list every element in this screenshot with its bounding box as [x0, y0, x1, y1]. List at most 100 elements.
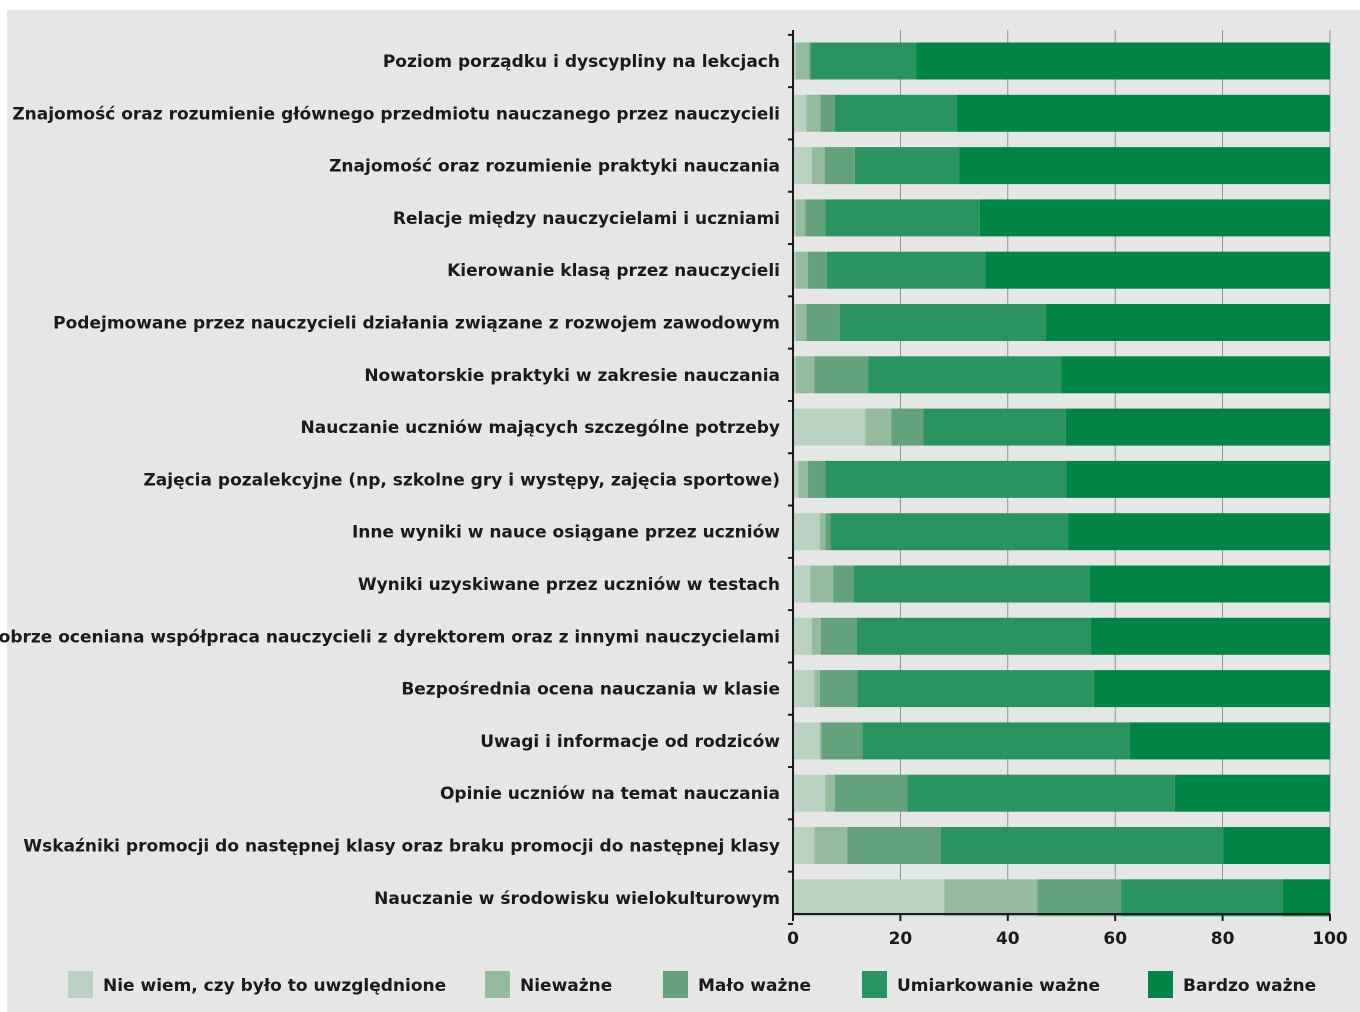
bar-segment: [825, 199, 980, 237]
bar-segment: [820, 94, 835, 132]
bar-segment: [923, 408, 1066, 446]
bar-segment: [793, 774, 826, 812]
bar-segment: [825, 774, 835, 812]
bar-segment: [814, 827, 848, 864]
bar-segment: [1282, 879, 1330, 917]
legend-label: Nie wiem, czy było to uwzględnione: [103, 976, 446, 996]
bar-segment: [793, 251, 796, 289]
bar-segment: [833, 565, 854, 603]
bar-segment: [865, 408, 892, 446]
bar-segment: [793, 513, 820, 551]
legend-label: Nieważne: [520, 976, 612, 996]
bar-segment: [857, 670, 1094, 708]
bar-segment: [1061, 356, 1330, 394]
bar-segment: [985, 251, 1330, 289]
bar-segment: [819, 722, 822, 760]
category-label: Wyniki uzyskiwane przez uczniów w testac…: [358, 575, 780, 595]
category-label: Podejmowane przez nauczycieli działania …: [53, 314, 780, 334]
category-label: Wskaźniki promocji do następnej klasy or…: [23, 837, 780, 857]
bar-segment: [979, 199, 1330, 237]
bar-segment: [795, 251, 809, 289]
category-label: Uwagi i informacje od rodziców: [480, 732, 780, 752]
bar-segment: [793, 199, 796, 237]
category-label: Znajomość oraz rozumienie głównego przed…: [12, 104, 780, 124]
bar-segment: [814, 356, 869, 394]
bar-segment: [793, 460, 799, 498]
bar-segment: [806, 304, 840, 341]
bar-segment: [940, 827, 1224, 864]
category-label: Inne wyniki w nauce osiągane przez uczni…: [352, 523, 780, 543]
bar-segment: [793, 879, 945, 917]
bar-segment: [806, 94, 821, 132]
bar-segment: [824, 147, 855, 185]
x-tick-label: 20: [889, 929, 913, 949]
bar-segment: [809, 42, 811, 80]
bar-segment: [1091, 617, 1330, 655]
category-label: Opinie uczniów na temat nauczania: [440, 784, 780, 804]
bar-segment: [810, 42, 917, 80]
legend-swatch: [862, 971, 887, 998]
bar-segment: [793, 94, 807, 132]
x-tick-label: 100: [1312, 929, 1348, 949]
bar-segment: [826, 251, 986, 289]
bar-segment: [811, 147, 825, 185]
bar-segment: [793, 408, 866, 446]
bar-segment: [891, 408, 924, 446]
x-tick-label: 80: [1211, 929, 1235, 949]
bar-segment: [1066, 460, 1330, 498]
bar-segment: [1121, 879, 1283, 917]
bar-segment: [793, 356, 796, 394]
bars: Poziom porządku i dyscypliny na lekcjach…: [0, 42, 1330, 917]
bar-segment: [825, 460, 1067, 498]
bar-segment: [819, 513, 826, 551]
bar-segment: [854, 147, 960, 185]
bar-segment: [834, 774, 908, 812]
category-label: Relacje między nauczycielami i uczniami: [393, 209, 780, 229]
bar-segment: [1223, 827, 1330, 864]
bar-segment: [907, 774, 1175, 812]
legend-label: Mało ważne: [698, 976, 811, 996]
bar-segment: [862, 722, 1130, 760]
legend: Nie wiem, czy było to uwzględnione Nieważ…: [68, 971, 1316, 998]
bar-segment: [825, 513, 831, 551]
legend-swatch: [1148, 971, 1173, 998]
bar-segment: [814, 670, 820, 708]
bar-segment: [793, 617, 812, 655]
bar-segment: [1093, 670, 1330, 708]
bar-segment: [839, 304, 1046, 341]
bar-segment: [795, 199, 806, 237]
bar-segment: [820, 617, 857, 655]
bar-segment: [956, 94, 1330, 132]
category-label: Znajomość oraz rozumienie praktyki naucz…: [329, 157, 780, 177]
category-label: Kierowanie klasą przez nauczycieli: [447, 261, 780, 281]
bar-segment: [834, 94, 957, 132]
bar-segment: [795, 356, 815, 394]
bar-segment: [1174, 774, 1330, 812]
bar-segment: [959, 147, 1330, 185]
bar-segment: [793, 670, 815, 708]
legend-label: Bardzo ważne: [1183, 976, 1316, 996]
bar-segment: [793, 827, 815, 864]
legend-label: Umiarkowanie ważne: [897, 976, 1100, 996]
category-label: Nowatorskie praktyki w zakresie nauczani…: [364, 366, 780, 386]
bar-segment: [795, 42, 810, 80]
bar-segment: [1037, 879, 1122, 917]
bar-segment: [819, 670, 858, 708]
bar-segment: [856, 617, 1092, 655]
category-label: Bezpośrednia ocena nauczania w klasie: [401, 680, 780, 700]
bar-segment: [1068, 513, 1330, 551]
bar-segment: [793, 147, 812, 185]
bar-segment: [810, 565, 834, 603]
bar-segment: [811, 617, 821, 655]
bar-segment: [868, 356, 1062, 394]
bar-segment: [1129, 722, 1330, 760]
bar-segment: [847, 827, 941, 864]
axes: 0 20 40 60 80 100: [787, 30, 1348, 949]
bar-segment: [916, 42, 1330, 80]
bar-segment: [1065, 408, 1330, 446]
bar-segment: [793, 42, 796, 80]
bar-segment: [805, 199, 826, 237]
legend-swatch: [663, 971, 688, 998]
